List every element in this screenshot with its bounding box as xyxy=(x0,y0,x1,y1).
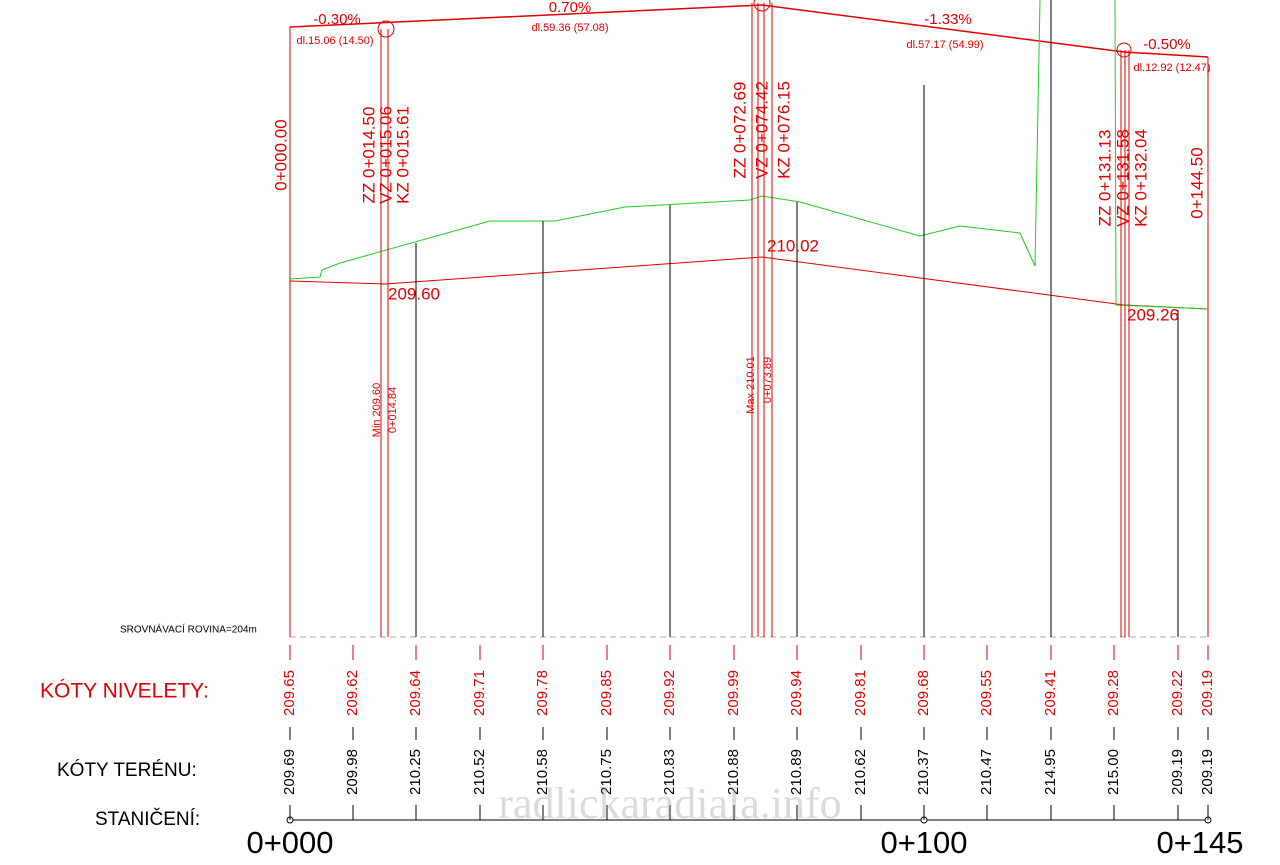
terrain-value: 209.98 xyxy=(344,749,361,795)
row-label: KÓTY TERÉNU: xyxy=(57,759,197,781)
niveleta-value: 209.92 xyxy=(661,670,678,716)
station-lines xyxy=(415,0,1179,637)
profile-lines xyxy=(286,0,1212,824)
terrain-value: 214.95 xyxy=(1042,749,1059,795)
station-label: VZ 0+131.58 xyxy=(1113,129,1132,227)
niveleta-value: 209.19 xyxy=(1199,670,1216,716)
station-label: 0+144.50 xyxy=(1187,147,1206,218)
niveleta-value: 209.85 xyxy=(598,670,615,716)
station-label: ZZ 0+131.13 xyxy=(1095,130,1114,227)
elevation: 210.02 xyxy=(767,236,819,255)
grade-length: dl.57.17 (54.99) xyxy=(906,39,983,51)
station-label: ZZ 0+072.69 xyxy=(730,82,749,179)
station-label: ZZ 0+014.50 xyxy=(359,107,378,204)
station-label: VZ 0+074.42 xyxy=(752,81,771,179)
terrain-value: 210.83 xyxy=(661,749,678,795)
station-label: KZ 0+015.61 xyxy=(393,106,412,204)
terrain-value: 210.25 xyxy=(407,749,424,795)
niveleta-value: 209.99 xyxy=(725,670,742,716)
grade: -1.33% xyxy=(924,11,972,28)
grade-length: dl.12.92 (12.47) xyxy=(1133,62,1210,74)
curve-markers xyxy=(377,0,1132,637)
row-label: KÓTY NIVELETY: xyxy=(40,680,209,703)
terrain-value: 209.19 xyxy=(1199,749,1216,795)
extreme: Max 210.01 xyxy=(745,356,757,413)
terrain-value: 210.58 xyxy=(534,749,551,795)
niveleta-value: 209.28 xyxy=(1105,670,1122,716)
niveleta-value: 209.62 xyxy=(344,670,361,716)
niveleta-value: 209.64 xyxy=(407,670,424,716)
elevation: 209.60 xyxy=(388,284,440,303)
niveleta-value: 209.81 xyxy=(852,670,869,716)
terrain-value: 210.62 xyxy=(852,749,869,795)
niveleta-value: 209.71 xyxy=(471,670,488,716)
niveleta-value: 209.41 xyxy=(1042,670,1059,716)
niveleta-value: 209.78 xyxy=(534,670,551,716)
station-label: VZ 0+015.06 xyxy=(376,106,395,204)
station-label: KZ 0+076.15 xyxy=(774,81,793,179)
niveleta-value: 209.22 xyxy=(1169,670,1186,716)
terrain-value: 210.47 xyxy=(978,749,995,795)
station-label: 0+000.00 xyxy=(271,119,290,190)
niveleta-value: 209.55 xyxy=(978,670,995,716)
terrain-value: 210.37 xyxy=(915,749,932,795)
station-major: 0+145 xyxy=(1156,825,1243,860)
watermark: radlickaradiala.info xyxy=(498,779,841,828)
grade: 0.70% xyxy=(549,0,592,16)
niveleta-value: 209.68 xyxy=(915,670,932,716)
row-label: STANIČENÍ: xyxy=(95,808,200,830)
station-major: 0+100 xyxy=(880,825,967,860)
station-label: KZ 0+132.04 xyxy=(1131,129,1150,227)
terrain-line xyxy=(1114,0,1209,310)
terrain-value: 210.75 xyxy=(598,749,615,795)
extreme-station: 0+014.84 xyxy=(387,387,399,433)
grade-length: dl.15.06 (14.50) xyxy=(296,35,373,47)
grade-length: dl.59.36 (57.08) xyxy=(531,22,608,34)
terrain-value: 209.69 xyxy=(281,749,298,795)
grade-line xyxy=(289,4,1209,58)
station-major: 0+000 xyxy=(246,825,333,860)
terrain-value: 210.52 xyxy=(471,749,488,795)
terrain-line xyxy=(289,0,1041,280)
extreme: Min 209.60 xyxy=(371,383,383,437)
datum: SROVNÁVACÍ ROVINA=204m xyxy=(120,623,257,636)
niveleta-value: 209.65 xyxy=(281,670,298,716)
terrain-value: 215.00 xyxy=(1105,749,1122,795)
niveleta-value: 209.94 xyxy=(788,670,805,716)
terrain-value: 210.88 xyxy=(725,749,742,795)
grade: -0.30% xyxy=(313,11,361,28)
elevation: 209.26 xyxy=(1127,305,1179,324)
grade: -0.50% xyxy=(1143,36,1191,53)
terrain-value: 210.89 xyxy=(788,749,805,795)
terrain-value: 209.19 xyxy=(1169,749,1186,795)
extreme-station: 0+073.89 xyxy=(762,357,774,403)
